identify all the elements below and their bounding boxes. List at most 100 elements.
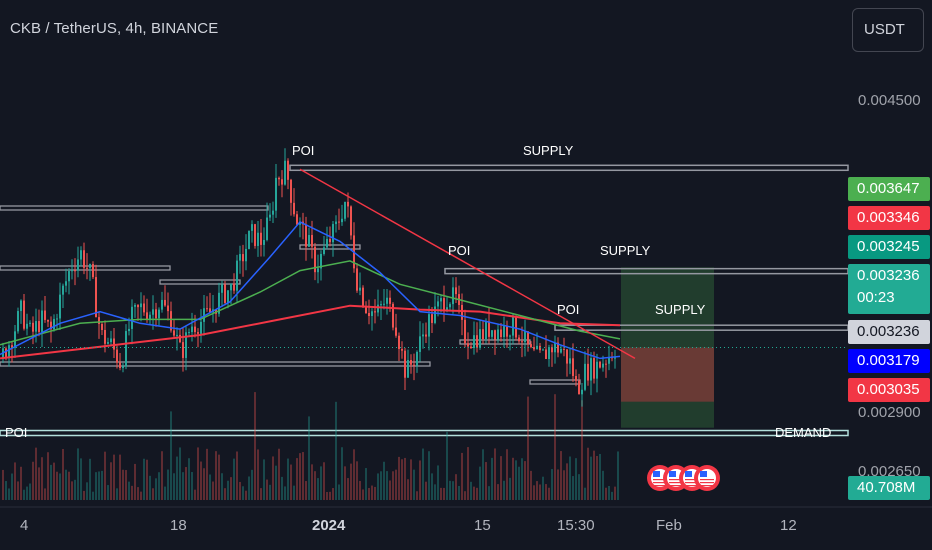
candle-body (257, 232, 259, 246)
candle-body (452, 287, 454, 305)
volume-bar (449, 480, 451, 500)
volume-bar (158, 472, 160, 500)
candle-body (245, 248, 247, 262)
candle-body (287, 160, 289, 180)
candle-body (203, 308, 205, 322)
volume-bar (155, 478, 157, 500)
volume-bar (491, 457, 493, 500)
volume-bar (428, 451, 430, 500)
price-axis-label-4500: 0.004500 (858, 92, 921, 109)
candle-body (320, 253, 322, 269)
volume-bar (296, 458, 298, 500)
candle-body (359, 287, 361, 291)
volume-bar (335, 401, 337, 500)
volume-bar (515, 460, 517, 500)
candle-body (29, 322, 31, 324)
candle-body (329, 238, 331, 243)
candle-body (173, 330, 175, 336)
currency-button[interactable]: USDT (852, 8, 924, 52)
candle-body (110, 338, 112, 343)
volume-bar (227, 480, 229, 500)
volume-bar (173, 473, 175, 500)
candle-body (539, 345, 541, 351)
candle-body (11, 345, 13, 348)
candle-body (350, 206, 352, 236)
volume-bar (329, 491, 331, 500)
ema-fast-line (0, 220, 621, 360)
volume-bar (290, 464, 292, 500)
volume-bar (29, 483, 31, 500)
volume-bar (464, 491, 466, 500)
candle-body (131, 306, 133, 329)
volume-bar (71, 481, 73, 500)
demand-label: DEMAND (775, 425, 832, 440)
volume-bar (614, 486, 616, 500)
candle-body (242, 254, 244, 262)
candle-body (188, 332, 190, 334)
candle-body (38, 321, 40, 332)
volume-bar (473, 486, 475, 500)
volume-bar (224, 488, 226, 500)
volume-bar (410, 459, 412, 500)
candle-body (119, 362, 121, 368)
stop-zone (621, 347, 714, 402)
candle-body (587, 363, 589, 381)
candle-body (368, 313, 370, 317)
supply-label-2: SUPPLY (600, 243, 651, 258)
volume-bar (266, 479, 268, 500)
volume-bar (380, 471, 382, 500)
volume-bar (509, 477, 511, 500)
volume-bar (23, 489, 25, 500)
volume-bar (353, 449, 355, 500)
candle-body (41, 310, 43, 332)
volume-bar (371, 485, 373, 500)
candle-body (455, 287, 457, 295)
volume-bar (65, 469, 67, 500)
volume-bar (608, 485, 610, 500)
volume-bar (68, 471, 70, 500)
poi-label-4: POI (5, 425, 28, 440)
volume-bar (113, 454, 115, 500)
volume-bar (239, 481, 241, 500)
candle-body (176, 334, 178, 336)
volume-bar (356, 461, 358, 500)
candle-body (101, 323, 103, 330)
price-tag-crosshair-value: 0.003236 (857, 323, 920, 340)
candle-body (149, 314, 151, 320)
volume-bar (107, 485, 109, 500)
volume-bar (251, 469, 253, 500)
candle-body (32, 322, 34, 332)
volume-bar (440, 487, 442, 500)
poi-label-2: POI (448, 243, 471, 258)
volume-bar (89, 458, 91, 500)
candle-body (608, 357, 610, 364)
candle-body (494, 330, 496, 340)
volume-bar (476, 487, 478, 500)
volume-bar (263, 459, 265, 500)
volume-bar (365, 468, 367, 500)
candle-body (314, 246, 316, 273)
volume-bar (185, 467, 187, 500)
candle-body (527, 331, 529, 345)
volume-bar (545, 484, 547, 500)
candle-body (485, 321, 487, 340)
volume-bar (350, 463, 352, 500)
candle-body (380, 304, 382, 306)
volume-bar (164, 486, 166, 500)
candle-body (128, 328, 130, 332)
candle-body (401, 349, 403, 351)
time-axis-label-feb: Feb (656, 517, 682, 534)
volume-bar (134, 463, 136, 500)
candle-body (476, 335, 478, 348)
candle-body (482, 329, 484, 340)
candle-body (254, 224, 256, 246)
volume-bar (443, 487, 445, 500)
event-flag-stripe (685, 479, 699, 481)
volume-bar (569, 456, 571, 500)
volume-bar (362, 489, 364, 500)
volume-bar (11, 473, 13, 500)
volume-bar (293, 485, 295, 500)
candle-body (263, 239, 265, 245)
candle-body (554, 342, 556, 353)
